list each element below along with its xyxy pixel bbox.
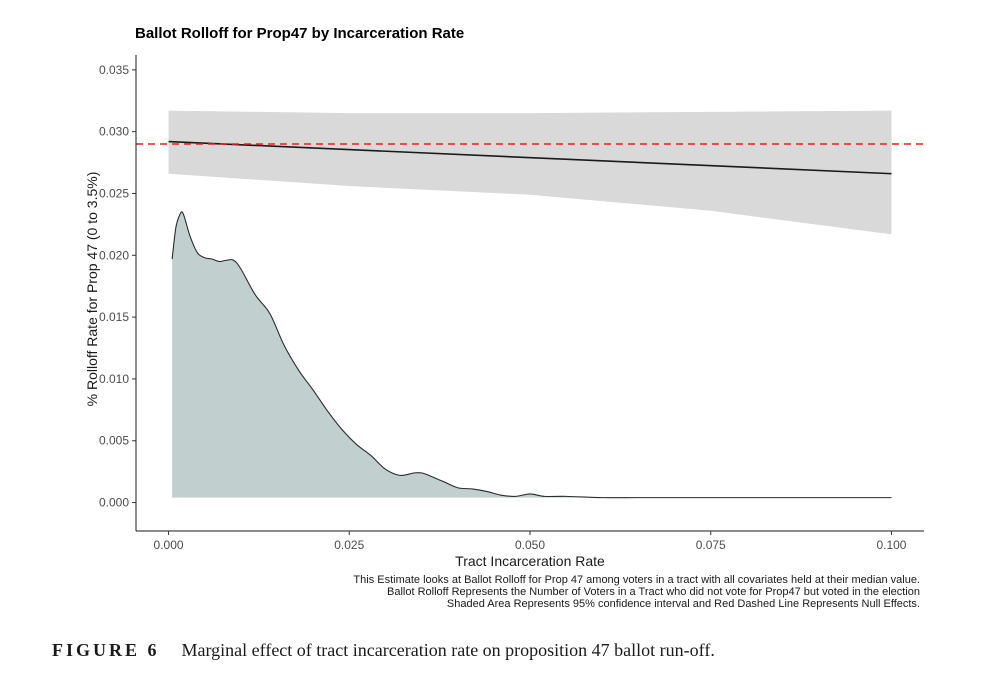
y-tick-label: 0.010 (99, 372, 129, 386)
x-axis-title: Tract Incarceration Rate (455, 553, 605, 569)
chart-note-2: Ballot Rolloff Represents the Number of … (387, 586, 920, 598)
x-tick-label: 0.050 (515, 538, 545, 552)
axes: 0.000 0.005 0.010 0.015 0.020 0.025 0.030 0.035… (99, 55, 924, 552)
y-tick-label: 0.020 (99, 248, 129, 262)
y-tick-label: 0.030 (99, 125, 129, 139)
confidence-band (168, 110, 892, 235)
x-tick-label: 0.000 (154, 538, 184, 552)
x-tick-label: 0.075 (696, 538, 726, 552)
figure-caption-text: Marginal effect of tract incarceration r… (181, 640, 715, 660)
y-tick-label: 0.035 (99, 63, 129, 77)
y-tick-label: 0.005 (99, 434, 129, 448)
plot-area (136, 110, 924, 499)
figure-caption: FIGURE 6 Marginal effect of tract incarce… (52, 640, 715, 661)
density-area (172, 211, 892, 498)
x-tick-label: 0.025 (334, 538, 364, 552)
density-outline (171, 211, 892, 499)
chart-title: Ballot Rolloff for Prop47 by Incarcerati… (135, 25, 464, 42)
y-axis-title: % Rolloff Rate for Prop 47 (0 to 3.5%) (84, 172, 100, 407)
y-tick-label: 0.015 (99, 310, 129, 324)
y-tick-label: 0.000 (99, 496, 129, 510)
estimate-line (168, 140, 892, 175)
y-tick-label: 0.025 (99, 186, 129, 200)
chart-note-3: Shaded Area Represents 95% confidence in… (447, 598, 920, 610)
x-tick-label: 0.100 (876, 538, 906, 552)
chart: Ballot Rolloff for Prop47 by Incarcerati… (84, 25, 924, 610)
figure-label: FIGURE 6 (52, 640, 160, 660)
chart-note-1: This Estimate looks at Ballot Rolloff fo… (353, 574, 920, 586)
